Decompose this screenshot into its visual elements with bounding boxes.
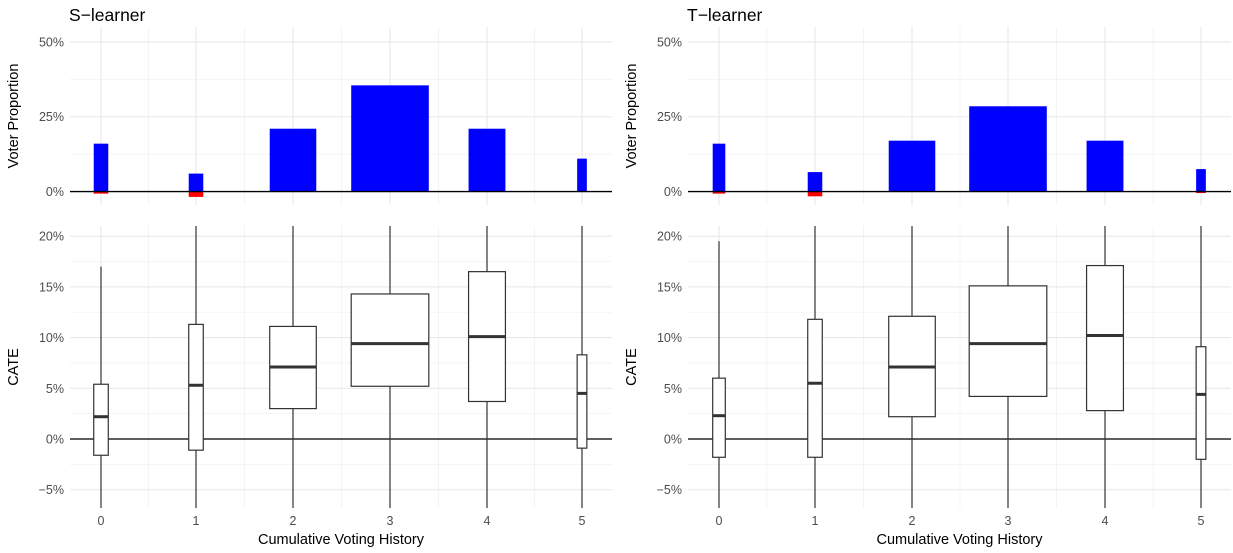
x-tick-label: 2 [290,514,297,528]
y-tick-label: 10% [657,331,682,345]
y-tick-label: −5% [657,483,682,497]
y-axis-label: Voter Proportion [624,64,640,169]
panel-0 [70,27,612,205]
y-axis-label: Voter Proportion [6,64,22,169]
y-tick-label: 0% [46,185,64,199]
y-tick-label: 50% [657,35,682,49]
bar-positive-2 [269,128,317,192]
chart-title: S−learner [69,5,146,25]
box-5 [576,354,588,449]
bar-negative-1 [188,191,204,197]
bar-positive-1 [807,172,823,192]
panel-3 [688,226,1231,508]
panel-1 [688,27,1231,205]
x-tick-label: 4 [1102,514,1109,528]
box-0 [712,377,726,458]
bar-positive-0 [93,143,109,192]
y-tick-label: 15% [39,280,64,294]
y-tick-label: 0% [664,433,682,447]
y-axis-label: CATE [624,348,640,386]
box-1 [807,318,823,458]
box-5 [1195,346,1207,460]
y-tick-label: 5% [46,382,64,396]
x-axis-label: Cumulative Voting History [258,532,425,548]
y-tick-label: 25% [657,110,682,124]
bar-negative-0 [93,191,109,194]
y-tick-label: 50% [39,35,64,49]
bar-positive-5 [577,158,587,192]
x-tick-label: 3 [387,514,394,528]
bar-positive-4 [468,128,506,192]
x-tick-label: 5 [1198,514,1205,528]
y-tick-label: −5% [39,483,64,497]
box-0 [93,383,109,456]
bar-negative-1 [807,191,823,197]
x-axis-label: Cumulative Voting History [876,532,1043,548]
chart-title: T−learner [687,5,763,25]
y-tick-label: 0% [664,185,682,199]
y-tick-label: 10% [39,331,64,345]
bar-positive-1 [188,173,204,192]
box-3 [968,285,1048,398]
y-axis-label: CATE [6,348,22,386]
bar-positive-3 [351,85,429,192]
box-1 [188,323,204,451]
x-tick-label: 1 [193,514,200,528]
x-tick-label: 2 [909,514,916,528]
y-tick-label: 20% [39,230,64,244]
bar-negative-0 [712,191,726,194]
bar-negative-5 [1196,191,1206,194]
y-tick-label: 0% [46,433,64,447]
panel-2 [70,226,612,508]
x-tick-label: 3 [1005,514,1012,528]
bar-positive-4 [1086,140,1124,192]
x-tick-label: 5 [579,514,586,528]
y-tick-label: 25% [39,110,64,124]
y-tick-label: 15% [657,280,682,294]
y-tick-label: 5% [664,382,682,396]
box-3 [350,293,430,387]
bar-positive-0 [712,143,726,192]
y-tick-label: 20% [657,230,682,244]
x-tick-label: 0 [98,514,105,528]
x-tick-label: 0 [716,514,723,528]
x-tick-label: 4 [484,514,491,528]
bar-positive-3 [969,106,1047,192]
box-4 [1085,264,1125,412]
x-tick-label: 1 [812,514,819,528]
bar-positive-5 [1196,169,1206,192]
bar-positive-2 [888,140,936,192]
